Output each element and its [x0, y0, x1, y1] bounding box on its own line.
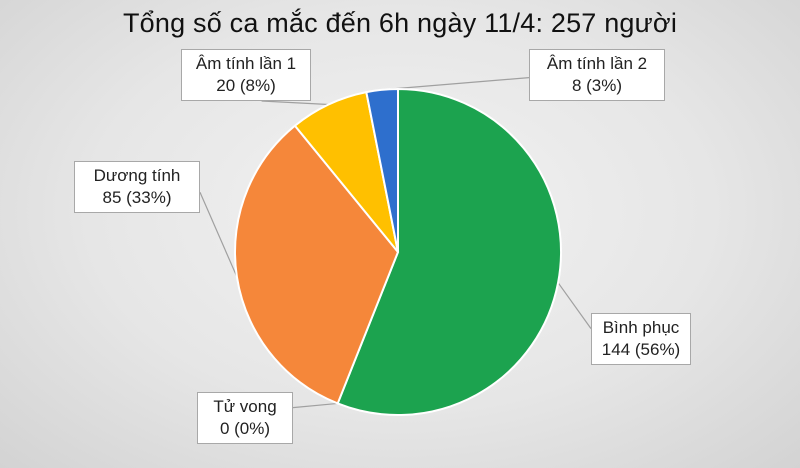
label-value: 0 (0%) [219, 419, 271, 438]
leader-line-4 [382, 77, 530, 91]
label-value: 85 (33%) [102, 188, 172, 207]
label-tu-vong: Tử vong 0 (0%) [197, 392, 293, 444]
label-duong-tinh: Dương tính 85 (33%) [74, 161, 200, 213]
label-binh-phuc: Bình phục 144 (56%) [591, 313, 691, 365]
leader-lines [199, 77, 592, 409]
label-name: Dương tính [93, 166, 181, 185]
chart-title: Tổng số ca mắc đến 6h ngày 11/4: 257 ngư… [122, 8, 678, 38]
label-value: 20 (8%) [216, 76, 276, 95]
leader-line-2 [199, 191, 238, 278]
label-value: 8 (3%) [571, 76, 623, 95]
leader-line-0 [557, 282, 592, 329]
leader-line-1 [292, 402, 338, 409]
label-am-tinh-lan-1: Âm tính lần 1 20 (8%) [181, 49, 311, 101]
label-name: Bình phục [602, 318, 680, 337]
leader-line-3 [261, 100, 329, 106]
pie-slice-2 [234, 124, 400, 405]
pie-slice-4 [365, 87, 399, 253]
label-am-tinh-lan-2: Âm tính lần 2 8 (3%) [529, 49, 665, 101]
label-name: Tử vong [213, 397, 277, 416]
label-value: 144 (56%) [601, 340, 681, 359]
label-name: Âm tính lần 1 [195, 54, 297, 73]
pie-slices [234, 87, 562, 416]
pie-slice-0 [336, 87, 562, 416]
label-name: Âm tính lần 2 [546, 54, 648, 73]
